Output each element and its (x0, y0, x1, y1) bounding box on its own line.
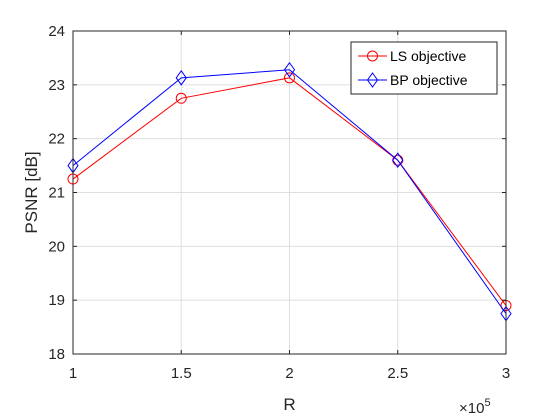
x-tick-label: 2.5 (387, 365, 408, 382)
y-tick-label: 19 (48, 292, 65, 309)
y-tick-label: 21 (48, 185, 65, 202)
x-axis-exponent: ×105 (459, 397, 491, 417)
y-tick-label: 18 (48, 346, 65, 363)
x-tick-label: 1.5 (171, 365, 192, 382)
y-tick-label: 22 (48, 131, 65, 148)
legend-marker-ls (367, 50, 378, 62)
legend-marker-bp (366, 72, 379, 88)
y-tick-label: 20 (48, 238, 65, 255)
data-point-bp-objective (392, 152, 404, 169)
data-point-bp-objective (175, 69, 187, 86)
series-line-ls-objective (72, 77, 507, 306)
x-tick-label: 2 (285, 365, 293, 382)
legend-box (350, 41, 498, 95)
legend: LS objective BP objective (350, 41, 498, 95)
legend-label-ls: LS objective (390, 48, 466, 64)
x-axis-exponent-power: 5 (484, 397, 490, 409)
axis-ticks: 1 1.5 2 2.5 3 18 19 20 21 22 23 24 (48, 23, 510, 382)
data-point-ls-objective (284, 72, 295, 84)
series-layer (67, 61, 512, 322)
data-point-bp-objective (283, 61, 296, 78)
series-line-bp-objective (72, 69, 507, 314)
x-tick-label: 1 (69, 365, 77, 382)
y-tick-label: 23 (48, 77, 65, 94)
legend-label-bp: BP objective (390, 72, 468, 88)
x-axis-exponent-base: ×10 (459, 400, 484, 417)
y-axis-label: PSNR [dB] (22, 151, 41, 233)
x-tick-label: 3 (502, 365, 510, 382)
data-point-ls-objective (175, 92, 187, 104)
x-axis-label: R (283, 395, 295, 414)
y-tick-label: 24 (48, 23, 65, 40)
